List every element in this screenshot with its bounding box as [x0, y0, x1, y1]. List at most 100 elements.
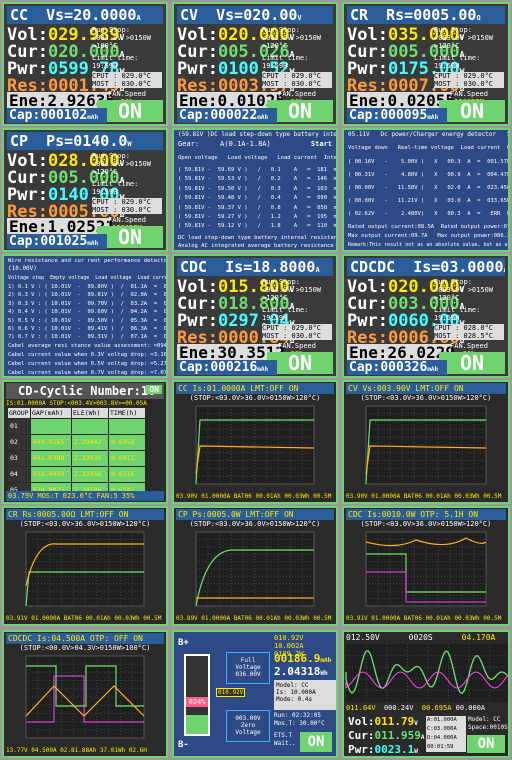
full-voltage-box: Full Voltage 036.00V	[226, 652, 270, 684]
cp-capacity: Cap:001025mAh	[7, 234, 107, 249]
cv-on-button[interactable]: ON	[267, 100, 333, 122]
cv-current: Cur:005.026A	[177, 42, 295, 62]
series-current	[195, 549, 314, 607]
cdc-voltage: Vol:015.800V	[177, 277, 295, 297]
scope-bottom: 011.04V 000.24V 00.695A 00.000A	[346, 704, 486, 712]
battery-wh: 2.04318Wh	[274, 665, 328, 678]
cr-on-button[interactable]: ON	[439, 100, 505, 122]
wire-f4: Cabel current value when 0.7V voltag dro…	[8, 370, 168, 376]
cdcdc-capacity: Cap:000326mAh	[347, 360, 447, 375]
cdc-on-button[interactable]: ON	[267, 352, 333, 374]
cp-panel: CP Ps=0140.0W Vol:028.000V Cur:005.000A …	[2, 128, 168, 252]
cp-graph-panel: CP Ps:0005.0W LMT:OFF ON (STOP:<03.0V>36.…	[172, 506, 338, 626]
battery-on-button[interactable]: ON	[300, 732, 332, 752]
res-test-foot1: DC load step-down type battery internal …	[178, 235, 337, 241]
table-row: ( 00.00V - 11.21V ) X 03.0 A = 033.65W	[348, 198, 510, 204]
cdcdc-graph-panel: CDCDC Is:04.500A OTP: OFF ON (STOP:<00.0V…	[2, 630, 168, 758]
g_cdc-stop: (STOP:<03.0V>36.0V>0150W>120°C)	[360, 520, 492, 528]
cp-current: Cur:005.000A	[7, 168, 125, 188]
series-power	[366, 571, 486, 603]
g_cv-stop: (STOP:<03.0V>36.0V>0150W>120°C)	[360, 394, 492, 402]
g_cp-stop: (STOP:<03.0V>36.0V>0150W>120°C)	[189, 520, 321, 528]
cv-panel: CV Vs=020.00V Vol:020.000V Cur:005.026A …	[172, 2, 338, 126]
scope-setting-box: A:01.000A C:03.000A D:04.000A 00:01:59	[426, 716, 466, 752]
cdc-graph-panel: CDC Is:0010.0W OTP: 5.1H ON (STOP:<03.0V>…	[342, 506, 510, 626]
cp-voltage: Vol:028.000V	[7, 151, 125, 171]
cdcdc-limit-info: Limit time: 19:59H	[434, 306, 481, 322]
cp-on-button[interactable]: ON	[97, 226, 163, 248]
cp-limit-info: Limit time: 19:59H	[92, 180, 139, 196]
energy-rows: ( 00.16V - 5.00V ) X 00.3 A = 001.57W ( 0…	[348, 156, 510, 221]
g_cr-footer: 03.91V 01.0000A BAT06 00.01Ah 00.03Wh 00…	[6, 614, 164, 623]
cc-on-button[interactable]: ON	[97, 100, 163, 122]
table-row: 6) 0.6 V : ( 10.01V - 09.41V ) / 06.3A =…	[8, 326, 168, 333]
table-row: ( 59.81V - 59.48 V ) / 0.4 A = 090 mΩ	[178, 195, 338, 202]
cdc-stop-info: Run Stop: <003.0V >0150W >120°C	[262, 278, 322, 302]
res-test-start-button[interactable]: Start	[310, 140, 332, 148]
cyclic-col-header: ELE(Wh)	[72, 408, 108, 418]
scope-on-button[interactable]: ON	[467, 735, 505, 753]
g_cr-header: CR Rs:0005.00Ω LMT:OFF ON	[6, 509, 164, 520]
series-voltage	[365, 537, 487, 547]
cr-limit-info: Limit time: 19:59H	[434, 54, 481, 70]
cr-temp-info: CPUT : 029.0°C MOST : 030.0°C	[434, 72, 504, 88]
table-row: ( 00.31V - 4.80V ) X 00.9 A = 004.47W	[348, 172, 510, 178]
cdc-temp-info: CPUT : 029.0°C MOST : 030.0°C	[262, 324, 332, 340]
table-row: 7) 0.7 V : ( 10.01V - 09.31V ) / 07.1A =…	[8, 334, 168, 341]
cv-temp-info: CPUT : 029.0°C MOST : 030.0°C	[262, 72, 332, 88]
cc-panel: CC Vs=20.0000A Vol:029.989V Cur:020.000A…	[2, 2, 168, 126]
scope-panel: 012.50V 0020S 04.170A 011.04V 000.24V 00…	[342, 630, 510, 758]
cr-current: Cur:005.000A	[347, 42, 465, 62]
cdc-limit-info: Limit time: 19:59H	[262, 306, 309, 322]
cp-header: CP Ps=0140.0W	[7, 132, 163, 150]
scope-model: Model: CC Space:0010S	[468, 716, 508, 731]
series-voltage	[195, 445, 315, 475]
zero-voltage-box: 003.00V Zero Voltage	[226, 710, 270, 742]
cp-stop-info: Run Stop: <003.0V >0150W >120°C	[92, 152, 152, 176]
cv-capacity: Cap:000022mAh	[177, 108, 277, 123]
table-row: 2) 0.3 V : ( 10.01V - 09.81V ) / 02.0A =…	[8, 292, 168, 299]
series-current	[26, 665, 144, 707]
battery-icon: 024%	[184, 654, 210, 736]
cv-energy: Ene:0.01025Wh	[177, 91, 292, 110]
table-row: ( 59.81V - 59.37 V ) / 0.8 A = 058 mΩ	[178, 204, 338, 211]
scope-top: 012.50V 0020S 04.170A	[346, 633, 496, 642]
g_cp-footer: 03.89V 01.0000A BAT06 00.01Ah 00.03Wh 00…	[176, 614, 334, 623]
battery-minus: B-	[178, 740, 189, 750]
cdc-capacity: Cap:000216mAh	[177, 360, 277, 375]
wire-f3: Cabel current value when 0.5V voltag dro…	[8, 361, 168, 367]
g_cdcdc-header: CDCDC Is:04.500A OTP: OFF ON	[6, 633, 164, 644]
battery-indicator: 010.92V	[216, 688, 246, 697]
cr-graph-panel: CR Rs:0005.00Ω LMT:OFF ON (STOP:<03.0V>36…	[2, 506, 168, 626]
cdcdc-current: Cur:003.000A	[347, 294, 465, 314]
g_cdcdc-plot	[25, 655, 145, 739]
scope-waveform	[345, 644, 508, 702]
wire-resistance-panel: Wire resistance and cur rent performance…	[2, 254, 168, 378]
energy-title: 05.11V Dc power/Charger energy detector …	[348, 131, 510, 138]
g_cc-stop: (STOP:<03.0V>36.0V>0150W>120°C)	[189, 394, 321, 402]
cc-limit-info: Limit time: 19:59H	[92, 54, 139, 70]
cr-capacity: Cap:000095mAh	[347, 108, 447, 123]
g_cdc-footer: 03.91V 01.0000A BAT06 00.01Ah 00.03Wh 00…	[346, 614, 506, 623]
cr-stop-info: Run Stop: <003.0V >0150W >120°C	[434, 26, 494, 50]
cdcdc-on-button[interactable]: ON	[439, 352, 505, 374]
g_cc-footer: 03.90V 01.0000A BAT06 00.01Ah 00.03Wh 00…	[176, 492, 334, 501]
energy-columns: Voltage down Real-time voltage Load curr…	[348, 145, 510, 151]
wire-voltage: (10.00V)	[8, 265, 37, 272]
g_cv-plot	[365, 405, 487, 485]
cc-graph-panel: CC Is:01.0000A LMT:OFF ON (STOP:<03.0V>36…	[172, 380, 338, 504]
g_cc-plot	[195, 405, 315, 485]
table-row: 4) 0.4 V : ( 10.01V - 09.60V ) / 04.2A =…	[8, 309, 168, 316]
battery-readings: 010.92V 10.002A 0109.2W	[274, 634, 304, 658]
cd-cyclic-panel: CD-Cyclic Number:10 ON IS:01.0000A STOP:…	[2, 380, 168, 504]
cyclic-on-button[interactable]: ON	[146, 385, 162, 394]
battery-mah: 00186.9mAh	[274, 652, 332, 665]
table-row: 04 633.0434 2.23456 0.6316	[8, 467, 162, 482]
cdc-panel: CDC Is=18.8000A Vol:015.800V Cur:018.800…	[172, 254, 338, 378]
res-test-foot2: Analog AC integrated average battery res…	[178, 243, 334, 249]
cdcdc-temp-info: CPUT : 028.0°C MOST : 028.5°C	[434, 324, 504, 340]
cdc-current: Cur:018.800A	[177, 294, 295, 314]
cv-graph-panel: CV Vs:003.90V LMT:OFF ON (STOP:<03.0V>36.…	[342, 380, 510, 504]
table-row: ( 00.00V - 11.50V ) X 02.0 A = 023.45W	[348, 185, 510, 191]
res-test-columns: Open voltage Load voltage Load current I…	[178, 155, 337, 161]
